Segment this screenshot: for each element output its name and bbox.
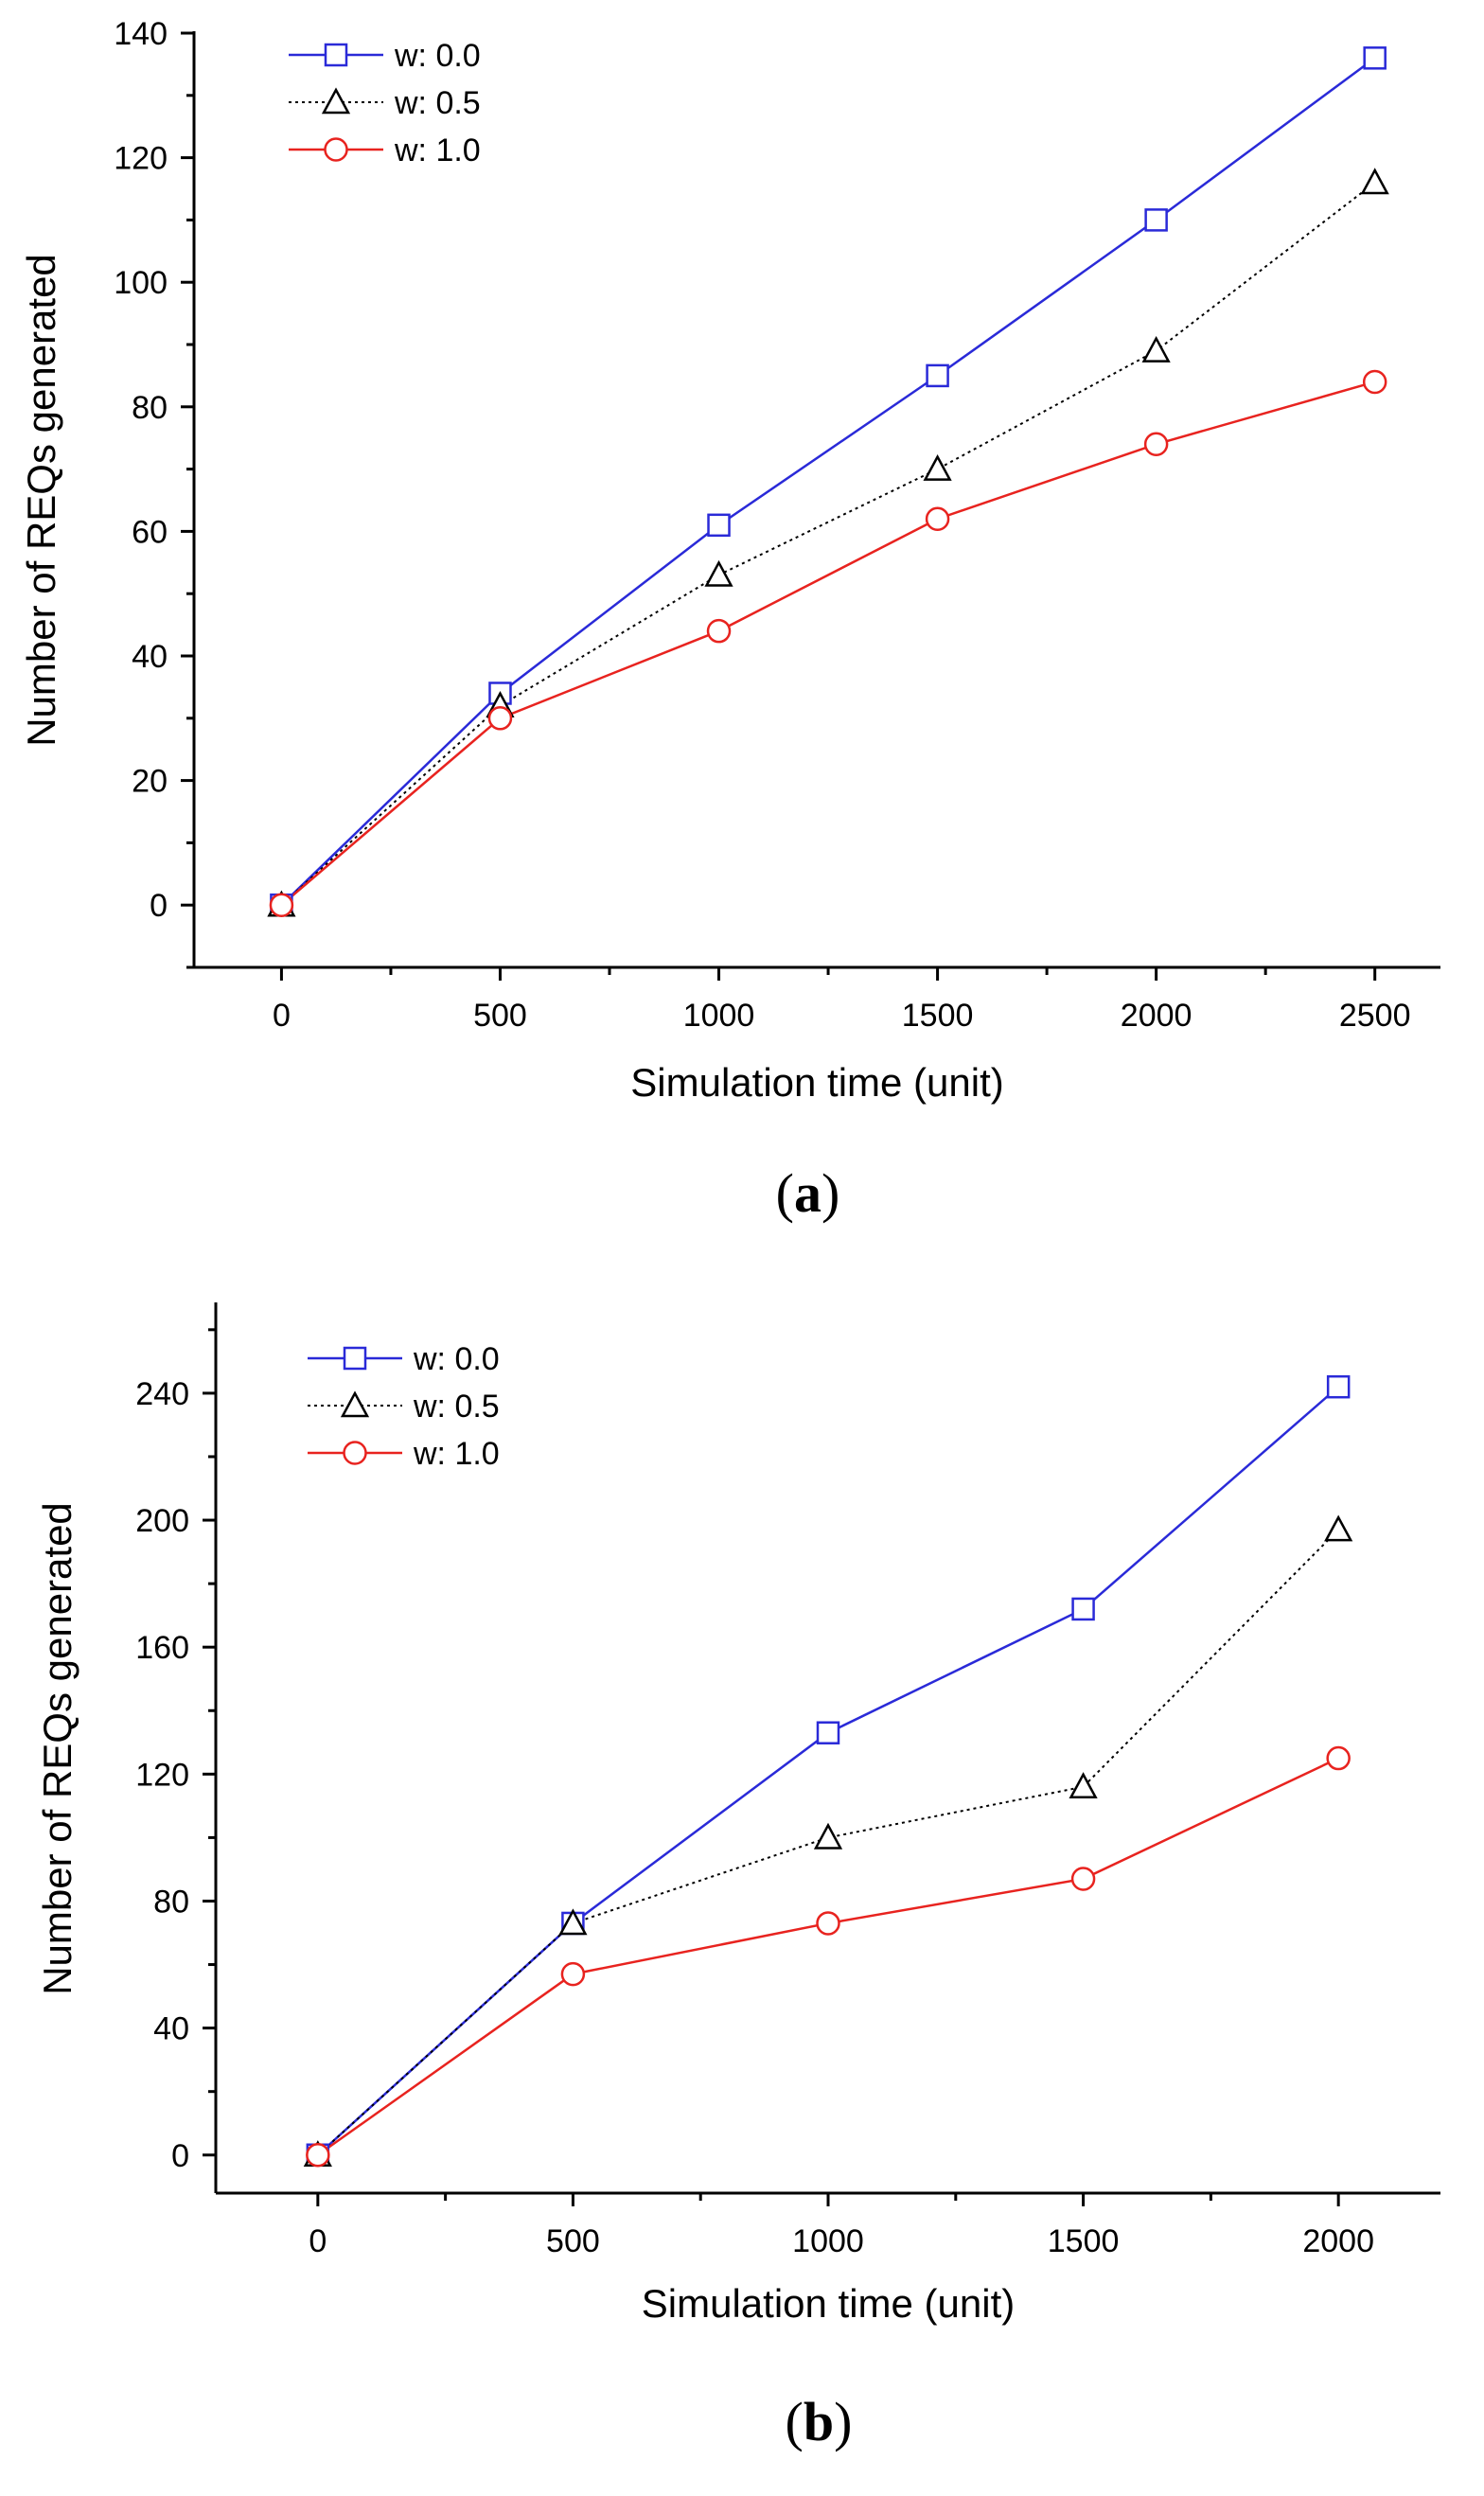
x-tick-label: 2500	[1339, 998, 1411, 1034]
x-tick-label: 0	[309, 2223, 327, 2259]
legend-label: w: 0.0	[394, 38, 481, 74]
data-point	[1326, 1745, 1351, 1771]
data-point	[1363, 46, 1387, 70]
data-point	[1360, 168, 1389, 195]
y-tick-label: 80	[132, 390, 168, 426]
data-point	[925, 506, 950, 531]
data-point	[1141, 335, 1171, 363]
x-tick-label: 1000	[792, 2223, 864, 2259]
legend-marker	[321, 87, 351, 115]
x-tick-label: 2000	[1302, 2223, 1374, 2259]
data-point	[706, 618, 732, 644]
series-line-1	[317, 1529, 1339, 2156]
data-point	[1071, 1597, 1095, 1621]
series-line-2	[280, 381, 1376, 907]
data-point	[1069, 1772, 1098, 1799]
data-point	[1362, 369, 1387, 395]
x-axis-title: Simulation time (unit)	[630, 1060, 1003, 1105]
y-tick-label: 160	[135, 1630, 189, 1666]
y-tick-label: 120	[135, 1757, 189, 1793]
y-tick-label: 80	[153, 1884, 189, 1920]
data-point	[1144, 208, 1168, 232]
y-axis-title: Number of REQs generated	[35, 1502, 80, 1995]
chart-panel-a: 0 20 40 60 80 100 120 140 0 500 1000 1500 2000 2500 Si…	[19, 16, 1440, 1224]
x-axis-title: Simulation time (unit)	[642, 2281, 1015, 2326]
figure-caption: (a)	[776, 1162, 840, 1224]
figure-caption: (b)	[786, 2391, 853, 2452]
series-line-0	[316, 1386, 1339, 2156]
caption-letter: a	[794, 1162, 822, 1224]
data-point	[816, 1911, 840, 1936]
series-line-2	[317, 1757, 1339, 2156]
legend-marker	[324, 137, 348, 162]
y-tick-label: 240	[135, 1376, 189, 1412]
legend-label: w: 1.0	[394, 133, 481, 168]
chart-panel-b: 0 40 80 120 160 200 240 0 500 1000 1500 2000 Simulat…	[35, 1302, 1440, 2452]
data-point	[704, 559, 733, 587]
data-point	[269, 893, 294, 917]
y-tick-label: 140	[114, 16, 168, 52]
data-point	[1326, 1374, 1351, 1399]
data-point	[707, 513, 731, 538]
series-line-0	[280, 57, 1376, 907]
legend-label: w: 0.0	[413, 1341, 500, 1377]
legend-marker	[340, 1390, 370, 1418]
y-axis-title: Number of REQs generated	[19, 254, 63, 747]
series-line-1	[280, 182, 1376, 906]
legend-label: w: 0.5	[394, 85, 481, 121]
data-point	[923, 453, 952, 481]
legend-marker	[343, 1441, 367, 1465]
y-tick-label: 40	[132, 639, 168, 675]
x-tick-label: 500	[546, 2223, 600, 2259]
x-tick-label: 1000	[683, 998, 755, 1034]
y-tick-label: 0	[150, 888, 168, 924]
legend: w: 0.0 w: 0.5 w: 1.0	[308, 1341, 500, 1472]
x-tick-label: 500	[473, 998, 527, 1034]
x-tick-label: 1500	[902, 998, 974, 1034]
data-point	[816, 1721, 840, 1744]
y-tick-label: 120	[114, 141, 168, 177]
x-tick-label: 1500	[1048, 2223, 1120, 2259]
caption-letter: b	[804, 2391, 834, 2452]
data-point	[1143, 432, 1169, 457]
x-tick-label: 0	[273, 998, 291, 1034]
y-tick-label: 20	[132, 764, 168, 800]
y-tick-label: 0	[171, 2138, 189, 2174]
data-point	[487, 706, 513, 731]
data-point	[1070, 1867, 1096, 1891]
y-tick-label: 200	[135, 1503, 189, 1539]
data-point	[926, 363, 949, 388]
x-tick-label: 2000	[1121, 998, 1192, 1034]
legend-marker	[343, 1346, 367, 1371]
legend-label: w: 0.5	[413, 1389, 500, 1425]
y-tick-label: 60	[132, 514, 168, 550]
legend: w: 0.0 w: 0.5 w: 1.0	[289, 38, 481, 168]
y-tick-label: 40	[153, 2011, 189, 2047]
y-tick-label: 100	[114, 265, 168, 301]
data-point	[558, 1908, 588, 1936]
data-point	[306, 2143, 330, 2168]
data-point	[1324, 1514, 1353, 1542]
data-point	[813, 1822, 843, 1850]
legend-marker	[324, 43, 348, 67]
data-point	[560, 1961, 586, 1987]
legend-label: w: 1.0	[413, 1436, 500, 1472]
